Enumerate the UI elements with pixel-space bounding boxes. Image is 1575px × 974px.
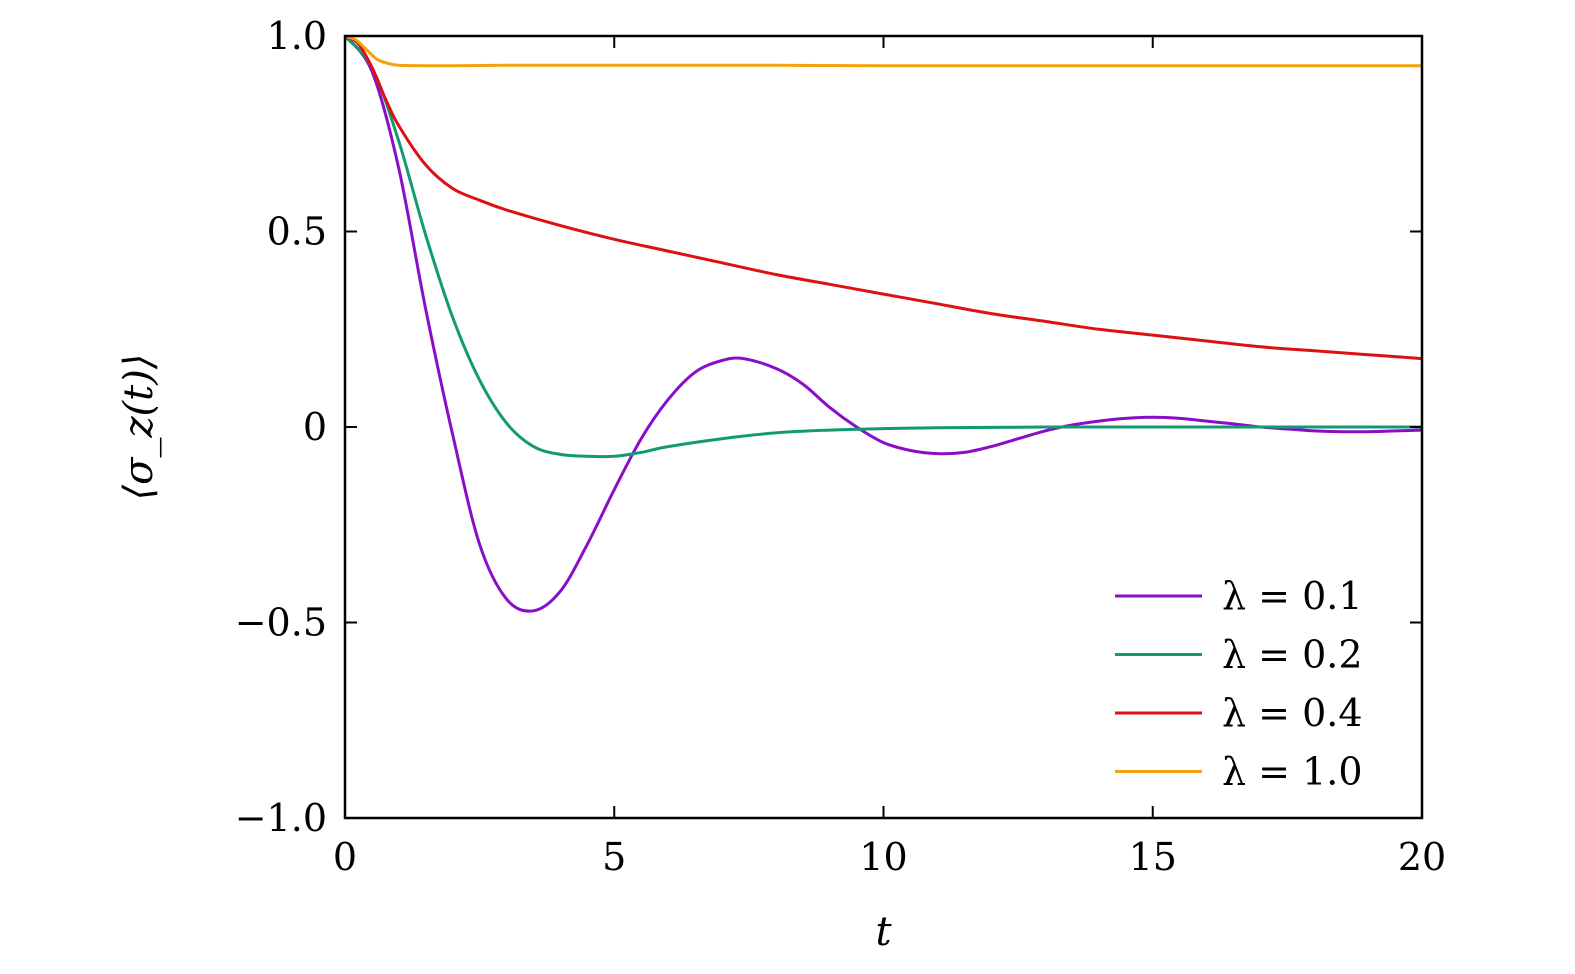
legend-entry-2: λ = 0.4 bbox=[1222, 691, 1363, 735]
x-tick-label: 0 bbox=[333, 835, 357, 879]
x-axis-label: t bbox=[875, 909, 892, 955]
y-tick-label: 0.5 bbox=[267, 210, 327, 254]
series-line-0 bbox=[345, 36, 1422, 613]
series-line-1 bbox=[345, 36, 1422, 459]
y-axis-label: ⟨σ_z(t)⟩ bbox=[116, 354, 162, 501]
legend: λ = 0.1 λ = 0.2 λ = 0.4 λ = 1.0 bbox=[1115, 574, 1363, 794]
x-tick-label: 20 bbox=[1398, 835, 1446, 879]
series-layer bbox=[345, 36, 1422, 613]
series-line-2 bbox=[345, 36, 1422, 361]
x-tick-label: 5 bbox=[602, 835, 626, 879]
y-tick-label: 1.0 bbox=[267, 14, 327, 58]
series-line-3 bbox=[345, 36, 1422, 68]
legend-entry-3: λ = 1.0 bbox=[1222, 750, 1363, 794]
y-tick-label: 0 bbox=[303, 405, 327, 449]
tick-layer: 0 5 10 15 20 −1.0 −0.5 0 0.5 1.0 bbox=[235, 14, 1446, 879]
x-tick-label: 15 bbox=[1129, 835, 1177, 879]
legend-entry-0: λ = 0.1 bbox=[1222, 574, 1363, 618]
y-tick-label: −1.0 bbox=[235, 796, 327, 840]
y-tick-label: −0.5 bbox=[235, 601, 327, 645]
legend-entry-1: λ = 0.2 bbox=[1222, 633, 1363, 677]
x-tick-label: 10 bbox=[859, 835, 907, 879]
